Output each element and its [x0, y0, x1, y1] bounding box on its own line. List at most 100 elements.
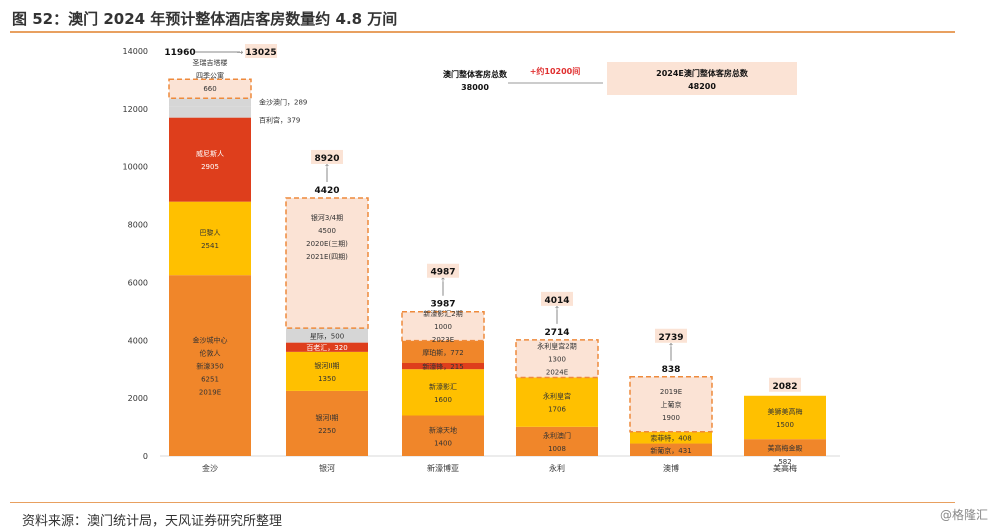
bar-segment — [629, 376, 713, 433]
x-tick-label: 澳博 — [663, 463, 679, 473]
bar-segment — [402, 340, 484, 363]
segment-label: 百利宫，379 — [259, 116, 300, 125]
segment-label: 新濠天地 — [429, 425, 457, 434]
arrow-head-icon: → — [237, 48, 244, 57]
summary-box — [607, 62, 797, 95]
segment-label: 2905 — [201, 163, 219, 171]
segment-label: 百老汇，320 — [306, 343, 347, 352]
future-total-label: 2739 — [658, 333, 683, 343]
segment-label: 2019E — [199, 389, 221, 397]
current-total-label: 11960 — [164, 48, 195, 58]
total-badge — [541, 291, 573, 306]
arrow-head-icon: ↑ — [324, 163, 331, 172]
bar-segment — [630, 431, 712, 444]
future-total-label: 2082 — [772, 382, 797, 392]
segment-label: 2021E(四期) — [306, 253, 348, 261]
summary-arrow-label: +约10200间 — [530, 66, 581, 76]
footer-divider — [10, 502, 955, 503]
bar-segment — [286, 342, 368, 352]
segment-label: 582 — [778, 458, 791, 466]
summary-right-label: 2024E澳门整体客房总数 — [656, 68, 749, 78]
bar-segment — [744, 439, 826, 456]
total-badge — [427, 263, 459, 278]
x-tick-label: 金沙 — [202, 463, 218, 473]
segment-label: 1500 — [776, 421, 794, 429]
title-divider — [10, 31, 955, 33]
y-tick-label: 8000 — [128, 221, 148, 230]
bar-segment — [516, 426, 598, 456]
segment-label: 四季公寓 — [196, 71, 224, 80]
segment-label: 2250 — [318, 427, 336, 435]
segment-label: 新濠锋，215 — [422, 362, 463, 371]
summary-left-value: 38000 — [461, 83, 489, 92]
future-total-label: 4987 — [430, 268, 455, 278]
segment-label: 2019E — [660, 388, 682, 396]
future-total-label: 8920 — [314, 154, 339, 164]
segment-label: 1900 — [662, 414, 680, 422]
current-total-label: 4420 — [314, 186, 339, 196]
segment-label: 永利皇宫 — [543, 392, 571, 401]
x-tick-label: 银河 — [319, 463, 335, 473]
segment-label: 伦敦人 — [200, 349, 221, 358]
bar-segment — [516, 377, 598, 427]
segment-label: 金沙澳门，289 — [259, 97, 307, 106]
segment-label: 美狮美高梅 — [768, 407, 803, 416]
segment-label: 1706 — [548, 406, 566, 414]
segment-label: 圣瑞吉塔楼 — [193, 58, 228, 67]
x-tick-label: 永利 — [549, 463, 565, 473]
bar-segment — [169, 275, 251, 456]
bar-segment — [402, 415, 484, 456]
x-tick-label: 新濠博亚 — [427, 463, 459, 473]
segment-label: 新濠影汇2期 — [423, 309, 462, 318]
arrow-head-icon: ↑ — [554, 305, 561, 314]
segment-label: 2024E — [546, 369, 568, 377]
segment-label: 1000 — [434, 323, 452, 331]
segment-label: 4500 — [318, 227, 336, 235]
bar-segment — [402, 362, 484, 370]
current-total-label: 3987 — [430, 300, 455, 310]
y-tick-label: 2000 — [128, 394, 148, 403]
future-total-label: 13025 — [245, 48, 276, 58]
bar-segment — [169, 98, 251, 107]
segment-label: 银河3/4期 — [311, 213, 343, 222]
y-tick-label: 14000 — [123, 47, 148, 56]
bar-segment — [169, 201, 251, 276]
y-tick-label: 0 — [143, 452, 148, 461]
segment-label: 摩珀斯，772 — [422, 348, 463, 357]
bar-segment — [515, 339, 599, 379]
segment-label: 新濠影汇 — [429, 382, 457, 391]
bar-segment — [402, 369, 484, 416]
segment-label: 1300 — [548, 356, 566, 364]
segment-label: 美高梅金殿 — [768, 444, 803, 453]
segment-label: 上葡京 — [661, 400, 682, 409]
segment-label: 1400 — [434, 439, 452, 447]
summary-left-label: 澳门整体客房总数 — [443, 69, 508, 79]
current-total-label: 2714 — [544, 328, 569, 338]
segment-label: 永利澳门 — [543, 431, 571, 440]
segment-label: 巴黎人 — [200, 228, 221, 237]
y-tick-label: 4000 — [128, 336, 148, 345]
summary-right-value: 48200 — [688, 82, 716, 91]
segment-label: 金沙城中心 — [193, 336, 228, 345]
segment-label: 索菲特，408 — [650, 434, 691, 443]
total-badge — [245, 44, 277, 58]
bar-segment — [168, 78, 252, 100]
segment-label: 星际，500 — [310, 331, 344, 340]
y-tick-label: 12000 — [123, 105, 148, 114]
segment-label: 新葡京，431 — [650, 446, 691, 455]
segment-label: 660 — [203, 85, 216, 93]
bar-segment — [286, 390, 368, 456]
segment-label: 2541 — [201, 242, 219, 250]
bar-segment — [744, 395, 826, 440]
watermark: @格隆汇 — [939, 508, 988, 522]
bar-segment — [286, 351, 368, 391]
x-tick-label: 美高梅 — [773, 463, 797, 473]
total-badge — [655, 328, 687, 343]
current-total-label: 838 — [662, 365, 681, 375]
arrow-head-icon: ↑ — [440, 277, 447, 286]
future-total-label: 4014 — [544, 296, 569, 306]
bar-segment — [630, 443, 712, 456]
segment-label: 新濠350 — [196, 362, 223, 371]
bar-segment — [169, 106, 251, 118]
